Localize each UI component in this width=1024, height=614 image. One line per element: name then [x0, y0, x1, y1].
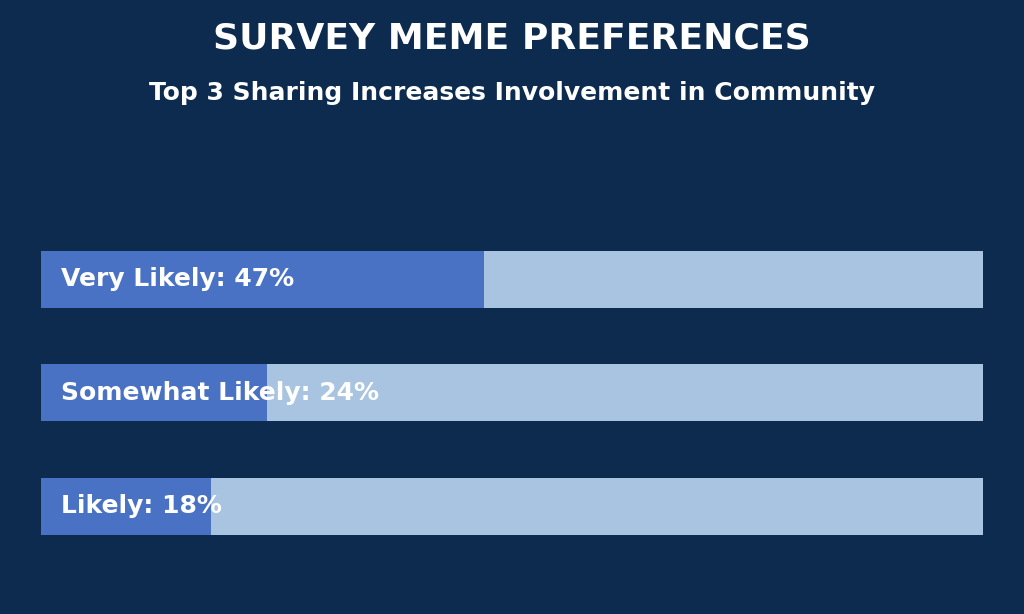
- Text: Very Likely: 47%: Very Likely: 47%: [61, 267, 295, 291]
- Bar: [41, 251, 483, 308]
- Text: Likely: 18%: Likely: 18%: [61, 494, 222, 518]
- Bar: [41, 364, 267, 421]
- Bar: [41, 478, 983, 535]
- Text: SURVEY MEME PREFERENCES: SURVEY MEME PREFERENCES: [213, 21, 811, 55]
- Bar: [41, 251, 983, 308]
- Bar: [41, 478, 211, 535]
- Text: Somewhat Likely: 24%: Somewhat Likely: 24%: [61, 381, 380, 405]
- Bar: [41, 364, 983, 421]
- Text: Top 3 Sharing Increases Involvement in Community: Top 3 Sharing Increases Involvement in C…: [150, 82, 874, 106]
